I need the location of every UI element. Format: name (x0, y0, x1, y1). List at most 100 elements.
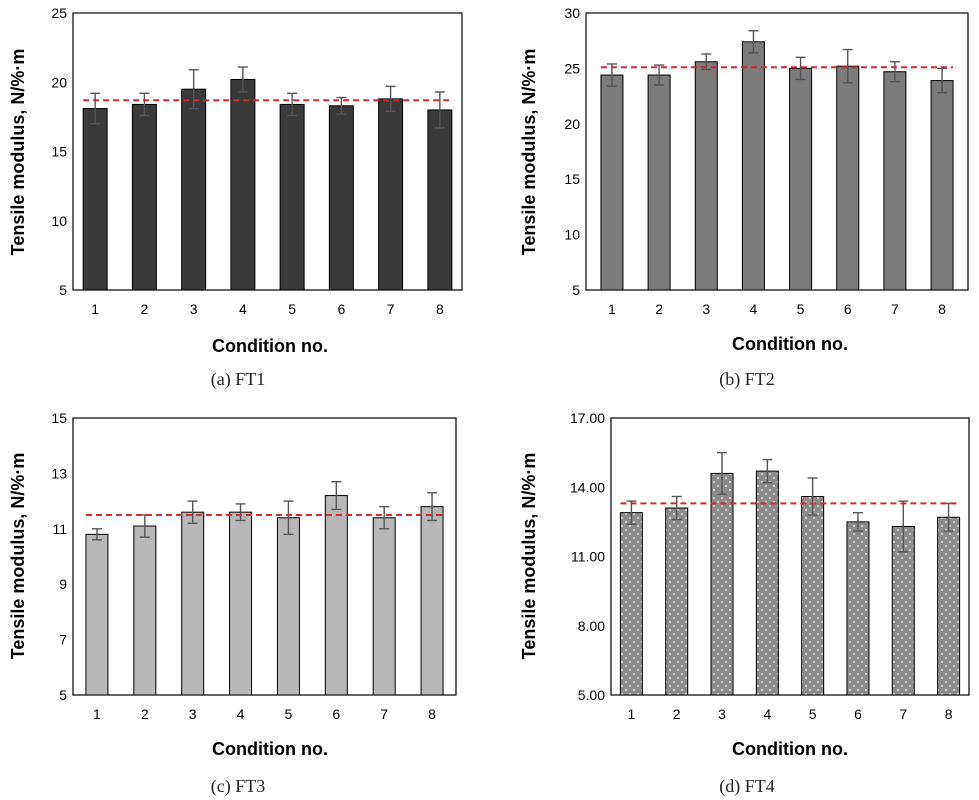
bar (181, 88, 207, 291)
x-tick-label: 8 (938, 301, 946, 317)
bar (789, 67, 813, 291)
bar (665, 507, 689, 696)
chart-marks: 5 7 9 11 13 15 1 2 3 4 5 6 7 8 (51, 410, 444, 722)
y-tick-label: 10 (564, 227, 580, 243)
y-tick-label: 30 (564, 5, 580, 21)
bar (600, 74, 624, 291)
bar (82, 108, 108, 291)
bar (846, 521, 870, 696)
y-tick-label: 15 (51, 144, 67, 160)
x-tick-label: 7 (891, 301, 899, 317)
y-axis-label: Tensile modulus, N/%·m (519, 49, 539, 256)
x-tick-label: 2 (141, 706, 149, 722)
panel-caption: (b) FT2 (719, 369, 775, 390)
chart-panel-c: 5 7 9 11 13 15 1 2 3 4 5 6 7 8 Tensile modulus, N/%·m… (8, 410, 457, 797)
panel-caption: (c) FT3 (211, 776, 265, 797)
y-tick-label: 11 (52, 521, 67, 537)
x-tick-label: 4 (763, 706, 771, 722)
y-tick-label: 20 (51, 74, 67, 90)
bar (647, 74, 671, 291)
bar (710, 472, 734, 696)
y-tick-label: 13 (51, 465, 67, 481)
x-tick-label: 8 (945, 706, 953, 722)
bar (279, 103, 305, 291)
y-tick-label: 15 (51, 410, 67, 426)
bar (131, 103, 157, 291)
bar (229, 511, 253, 696)
x-tick-label: 8 (436, 301, 444, 317)
x-axis-label: Condition no. (212, 336, 328, 356)
x-tick-label: 1 (608, 301, 616, 317)
x-tick-label: 6 (337, 301, 345, 317)
y-tick-label: 9 (59, 576, 67, 592)
y-tick-label: 25 (564, 60, 580, 76)
y-tick-label: 5 (59, 282, 67, 298)
bar (420, 506, 444, 696)
bar (930, 80, 954, 291)
y-tick-label: 11.00 (571, 549, 605, 565)
y-tick-label: 5 (572, 282, 580, 298)
plot-frame (72, 12, 463, 291)
x-tick-label: 1 (627, 706, 635, 722)
x-tick-label: 4 (237, 706, 245, 722)
x-tick-label: 2 (655, 301, 663, 317)
plot-frame (72, 417, 457, 696)
panel-caption: (d) FT4 (719, 776, 775, 797)
bar (328, 105, 354, 291)
bar (324, 495, 348, 696)
x-tick-label: 3 (189, 706, 197, 722)
chart-marks: 5 10 15 20 25 1 2 3 4 5 6 7 8 (51, 5, 453, 317)
bar (85, 533, 109, 696)
x-tick-label: 5 (288, 301, 296, 317)
y-axis-label: Tensile modulus, N/%·m (519, 453, 539, 660)
bar (276, 517, 300, 696)
x-tick-label: 6 (854, 706, 862, 722)
chart-panel-b: 5 10 15 20 25 30 1 2 3 4 5 6 7 8 Tensile modulus, N/%… (519, 5, 969, 390)
y-tick-label: 5.00 (578, 687, 605, 703)
x-tick-label: 1 (93, 706, 101, 722)
panel-caption: (a) FT1 (211, 369, 265, 390)
x-axis-label: Condition no. (212, 739, 328, 759)
y-axis-label: Tensile modulus, N/%·m (8, 49, 28, 256)
y-tick-label: 20 (564, 116, 580, 132)
x-tick-label: 5 (797, 301, 805, 317)
x-axis-label: Condition no. (732, 739, 848, 759)
bar (883, 71, 907, 291)
bar (836, 65, 860, 291)
x-tick-label: 2 (673, 706, 681, 722)
x-tick-label: 7 (387, 301, 395, 317)
x-tick-label: 3 (702, 301, 710, 317)
y-tick-label: 5 (59, 687, 67, 703)
x-tick-label: 3 (718, 706, 726, 722)
bar (755, 470, 779, 696)
x-tick-label: 1 (91, 301, 99, 317)
bar (694, 61, 718, 291)
bar (372, 517, 396, 696)
bar (741, 41, 765, 291)
x-tick-label: 8 (428, 706, 436, 722)
x-tick-label: 6 (844, 301, 852, 317)
x-tick-label: 6 (332, 706, 340, 722)
plot-frame (585, 12, 969, 291)
x-tick-label: 4 (239, 301, 247, 317)
x-tick-label: 5 (285, 706, 293, 722)
x-tick-label: 4 (750, 301, 758, 317)
x-tick-label: 7 (380, 706, 388, 722)
bar (427, 109, 453, 291)
bar (378, 98, 404, 291)
chart-marks: 5.00 8.00 11.00 14.00 17.00 1 2 3 4 5 6 7 8 (570, 410, 961, 722)
y-tick-label: 25 (51, 5, 67, 21)
y-tick-label: 10 (51, 213, 67, 229)
bar (230, 78, 256, 291)
bar (801, 495, 825, 696)
bar (937, 516, 961, 696)
x-axis-label: Condition no. (732, 334, 848, 354)
chart-panel-d: 5.00 8.00 11.00 14.00 17.00 1 2 3 4 5 6 7 8 Tensile … (519, 410, 970, 797)
y-tick-label: 14.00 (570, 479, 605, 495)
chart-marks: 5 10 15 20 25 30 1 2 3 4 5 6 7 8 (564, 5, 954, 317)
bar (181, 511, 205, 696)
y-axis-label: Tensile modulus, N/%·m (8, 453, 28, 660)
plot-frame (610, 417, 970, 696)
y-tick-label: 8.00 (578, 618, 605, 634)
